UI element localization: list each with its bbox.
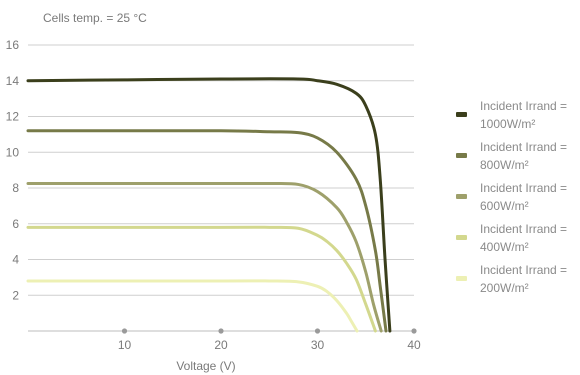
legend-item-800: Incident Irrand = 800W/m² [456, 138, 580, 179]
x-tick-label-40: 40 [407, 338, 421, 352]
x-tick-20 [218, 328, 224, 334]
y-tick-label-16: 16 [6, 38, 20, 52]
legend-swatch-400 [456, 235, 467, 240]
legend: Incident Irrand = 1000W/m² Incident Irra… [456, 97, 580, 302]
legend-label-600: Incident Irrand = 600W/m² [480, 181, 568, 213]
y-tick-label-8: 8 [12, 181, 19, 195]
y-tick-label-12: 12 [6, 110, 20, 124]
legend-label-800: Incident Irrand = 800W/m² [480, 140, 568, 172]
x-tick-40 [411, 328, 417, 334]
legend-label-400: Incident Irrand = 400W/m² [480, 222, 568, 254]
legend-swatch-200 [456, 276, 467, 281]
x-axis: 10 20 30 40 [28, 328, 421, 352]
x-axis-label: Voltage (V) [176, 359, 235, 373]
x-tick-30 [314, 328, 321, 334]
legend-item-1000: Incident Irrand = 1000W/m² [456, 97, 580, 138]
legend-label-1000: Incident Irrand = 1000W/m² [480, 99, 568, 131]
y-tick-label-4: 4 [12, 253, 19, 267]
series-lines [26, 77, 392, 333]
legend-swatch-1000 [456, 112, 467, 117]
series-line-400 [26, 225, 377, 333]
series-line-600 [26, 181, 383, 333]
y-tick-label-2: 2 [12, 288, 19, 302]
legend-item-200: Incident Irrand = 200W/m² [456, 261, 580, 302]
y-tick-label-6: 6 [12, 217, 19, 231]
x-tick-label-10: 10 [118, 338, 132, 352]
y-tick-label-14: 14 [6, 74, 20, 88]
chart-title: Cells temp. = 25 °C [43, 11, 147, 25]
series-line-800 [26, 129, 388, 333]
x-tick-10 [121, 328, 128, 334]
x-tick-label-20: 20 [214, 338, 228, 352]
series-line-1000 [26, 77, 392, 333]
legend-swatch-600 [456, 194, 467, 199]
series-line-200 [26, 279, 359, 333]
legend-swatch-800 [456, 153, 467, 158]
y-axis-tick-labels: 2 4 6 8 10 12 14 16 [6, 38, 20, 302]
legend-label-200: Incident Irrand = 200W/m² [480, 263, 568, 295]
y-tick-label-10: 10 [6, 145, 20, 159]
x-tick-label-30: 30 [311, 338, 325, 352]
grid [28, 44, 414, 296]
legend-item-400: Incident Irrand = 400W/m² [456, 220, 580, 261]
legend-item-600: Incident Irrand = 600W/m² [456, 179, 580, 220]
